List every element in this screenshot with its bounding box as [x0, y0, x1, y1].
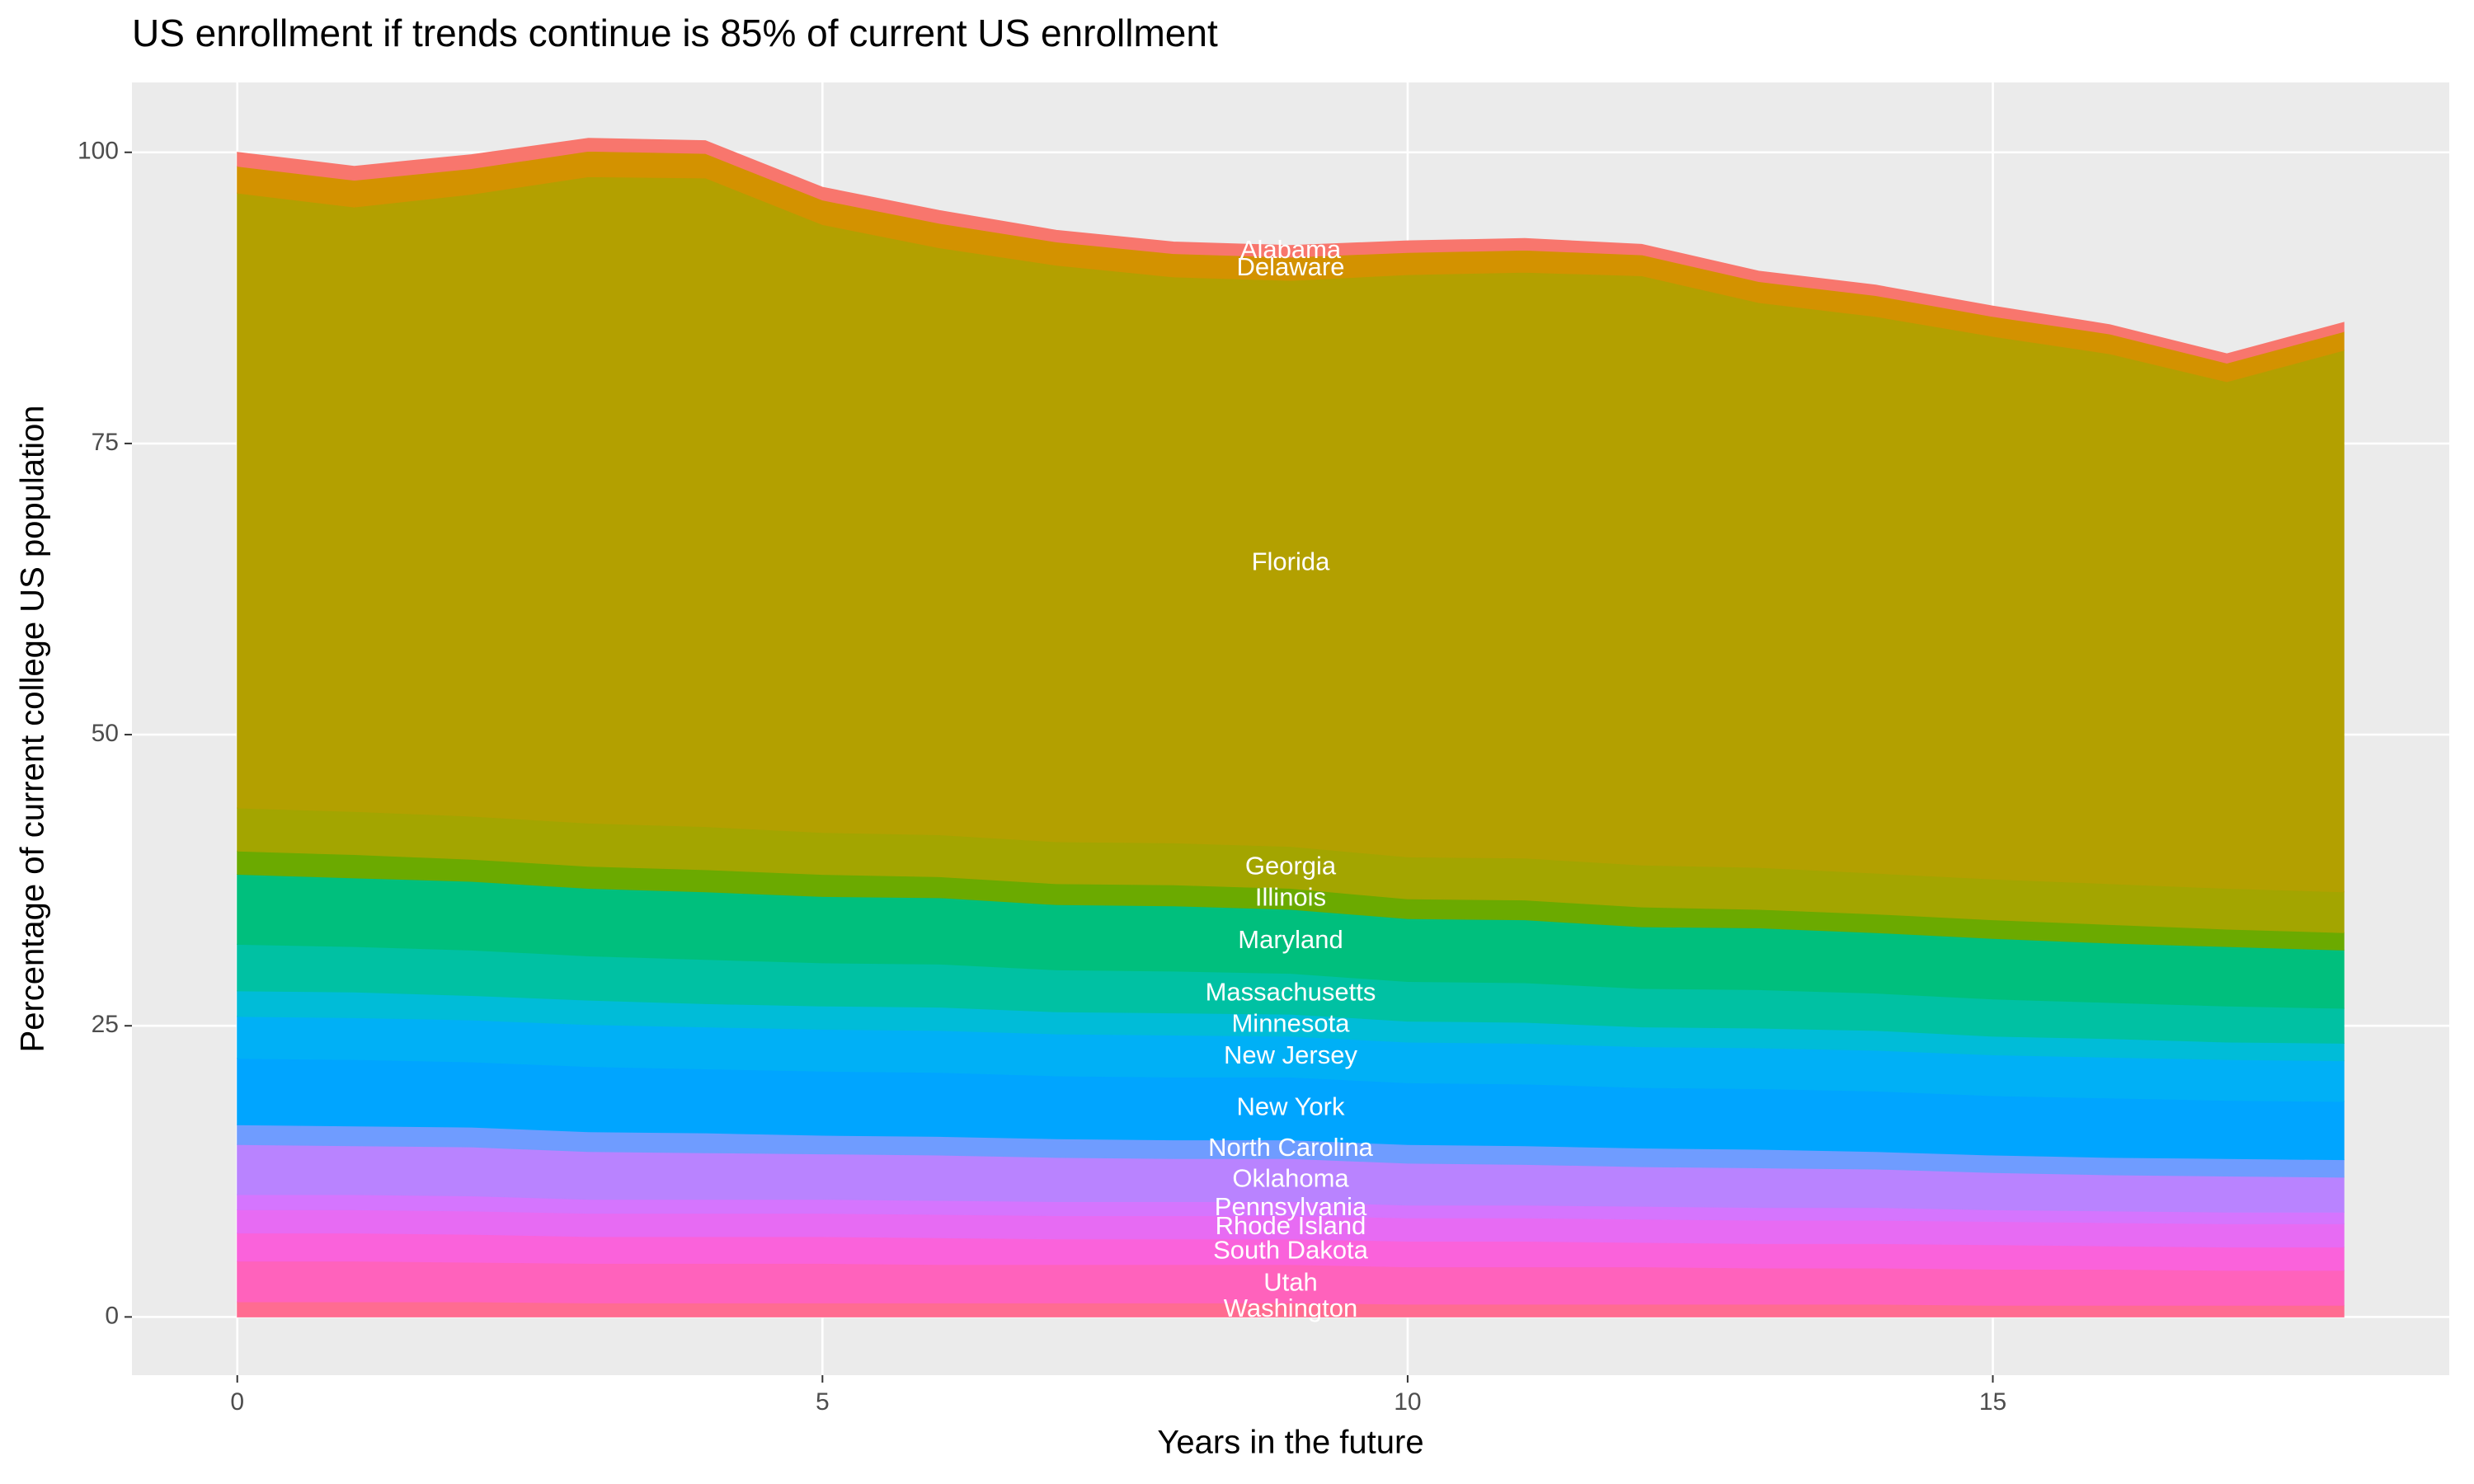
- series-label: South Dakota: [1213, 1235, 1369, 1264]
- series-label: Washington: [1224, 1294, 1358, 1322]
- x-tick-label: 5: [816, 1388, 830, 1416]
- y-tick-label: 25: [92, 1011, 119, 1038]
- x-tick-label: 15: [1979, 1388, 2006, 1416]
- series-label: Illinois: [1255, 882, 1326, 911]
- x-axis-title: Years in the future: [1157, 1425, 1423, 1461]
- series-label: New Jersey: [1224, 1040, 1357, 1069]
- y-tick-label: 75: [92, 429, 119, 456]
- y-tick-label: 0: [105, 1302, 119, 1329]
- y-tick-label: 50: [92, 720, 119, 747]
- series-label: Oklahoma: [1232, 1164, 1349, 1193]
- series-label: Pennsylvania: [1215, 1192, 1367, 1221]
- x-tick-label: 0: [230, 1388, 244, 1416]
- areas: [237, 138, 2345, 1317]
- series-label: Massachusetts: [1206, 978, 1376, 1007]
- series-label: Georgia: [1245, 851, 1337, 880]
- ticks: 0 25 50 75 100 0 5 10 15: [78, 138, 2006, 1416]
- y-tick-label: 100: [78, 138, 119, 165]
- series-label: Florida: [1252, 547, 1331, 576]
- chart-title: US enrollment if trends continue is 85% …: [132, 12, 1218, 54]
- series-label: Maryland: [1238, 925, 1343, 954]
- series-label: Rhode Island: [1216, 1211, 1366, 1240]
- y-axis-title: Percentage of current college US populat…: [15, 406, 51, 1053]
- series-label: North Carolina: [1208, 1133, 1374, 1162]
- series-label: New York: [1237, 1092, 1345, 1121]
- x-tick-label: 10: [1394, 1388, 1421, 1416]
- series-label: Alabama: [1240, 235, 1342, 264]
- area: [237, 138, 2345, 364]
- series-label: Delaware: [1237, 252, 1345, 281]
- series-label: Minnesota: [1231, 1009, 1350, 1038]
- series-label: Utah: [1263, 1267, 1317, 1296]
